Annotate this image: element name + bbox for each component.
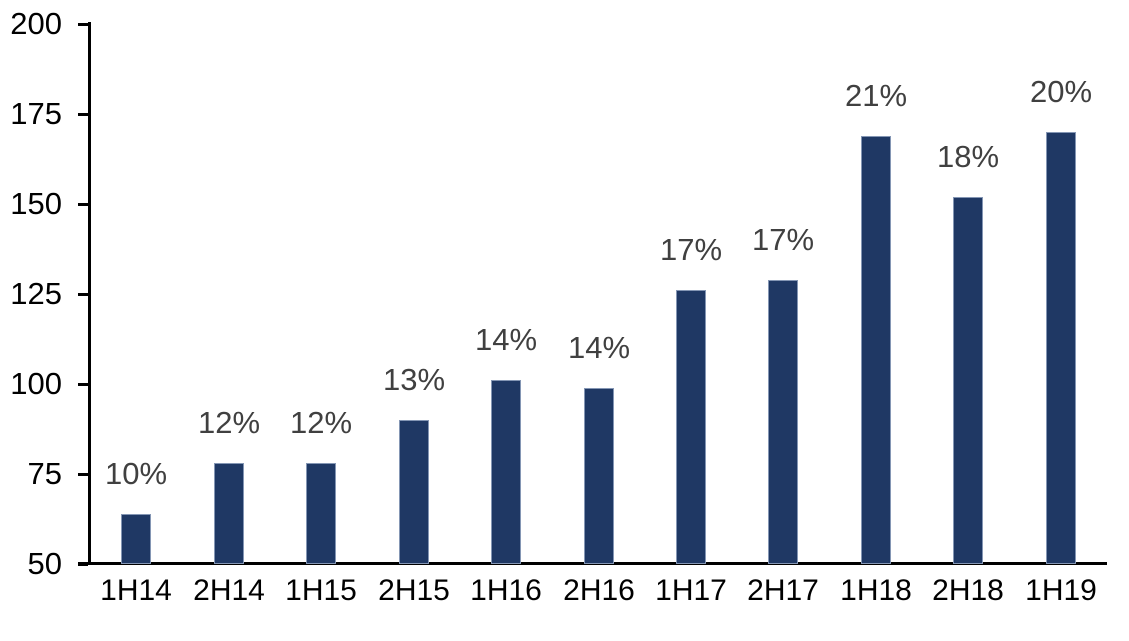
bar-value-label: 12% xyxy=(289,405,353,440)
x-category-label: 1H15 xyxy=(285,574,357,607)
bar-value-label: 14% xyxy=(567,330,631,365)
bar xyxy=(491,380,521,564)
bar xyxy=(768,280,798,564)
x-category-label: 2H17 xyxy=(747,574,819,607)
y-axis-tick xyxy=(78,293,88,296)
x-category-label: 2H15 xyxy=(378,574,450,607)
y-axis-tick xyxy=(78,113,88,116)
y-axis-tick xyxy=(78,563,88,566)
x-category-label: 2H18 xyxy=(932,574,1004,607)
bar xyxy=(861,136,891,564)
bar xyxy=(306,463,336,564)
y-axis-tick-label: 125 xyxy=(10,276,62,311)
y-axis-tick xyxy=(78,203,88,206)
x-category-label: 2H16 xyxy=(563,574,635,607)
y-axis-tick-label: 100 xyxy=(10,366,62,401)
bar-value-label: 10% xyxy=(104,456,168,491)
bar xyxy=(953,197,983,564)
bar-value-label: 17% xyxy=(751,222,815,257)
x-category-label: 1H16 xyxy=(470,574,542,607)
x-category-label: 1H17 xyxy=(655,574,727,607)
bar-value-label: 12% xyxy=(197,405,261,440)
bar xyxy=(676,290,706,564)
y-axis-tick-label: 200 xyxy=(10,6,62,41)
bar-value-label: 18% xyxy=(936,139,1000,174)
x-category-label: 1H19 xyxy=(1025,574,1097,607)
bar xyxy=(214,463,244,564)
bar xyxy=(584,388,614,564)
y-axis-tick-label: 175 xyxy=(10,96,62,131)
x-category-label: 2H14 xyxy=(193,574,265,607)
bar xyxy=(121,514,151,564)
y-axis-tick xyxy=(78,23,88,26)
bar-value-label: 17% xyxy=(659,232,723,267)
y-axis-tick-label: 75 xyxy=(27,456,62,491)
y-axis-tick xyxy=(78,473,88,476)
y-axis-tick-label: 150 xyxy=(10,186,62,221)
bar-value-label: 14% xyxy=(474,322,538,357)
y-axis-tick-label: 50 xyxy=(27,546,62,581)
x-category-label: 1H18 xyxy=(840,574,912,607)
bar-value-label: 21% xyxy=(844,78,908,113)
y-axis-line xyxy=(88,22,91,565)
bar-value-label: 20% xyxy=(1029,74,1093,109)
y-axis-tick xyxy=(78,383,88,386)
x-category-label: 1H14 xyxy=(100,574,172,607)
bar xyxy=(399,420,429,564)
bar-value-label: 13% xyxy=(382,362,446,397)
bar xyxy=(1046,132,1076,564)
